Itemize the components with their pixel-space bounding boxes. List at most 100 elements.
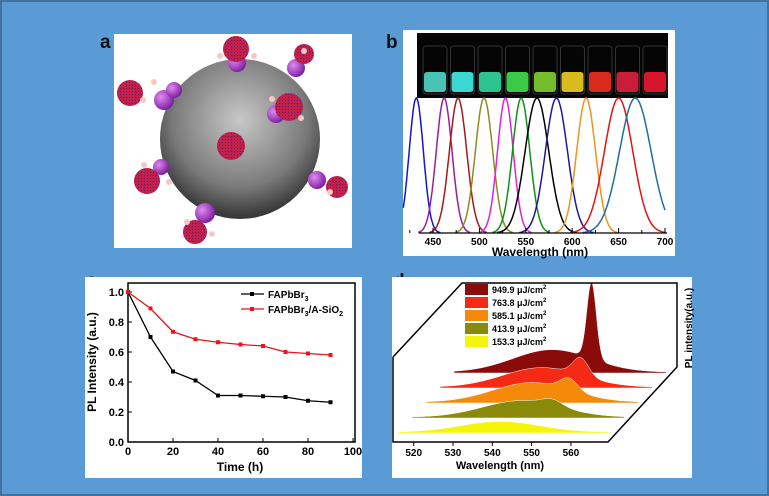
chart-d-xlabel: Wavelength (nm)	[456, 460, 545, 472]
spectrum-curve-10	[570, 97, 666, 234]
chart-c-ylabel: PL Intensity (a.u.)	[85, 312, 99, 412]
data-point-series-1	[148, 335, 153, 339]
data-point-series-1	[216, 393, 220, 398]
spectrum-curve-11	[582, 97, 666, 234]
legend-marker-series-1	[250, 292, 254, 296]
vial	[615, 45, 640, 95]
x-tick-label: 550	[523, 448, 540, 459]
x-tick-label: 60	[257, 446, 269, 458]
y-tick-label: 0.6	[109, 347, 124, 359]
vial	[532, 45, 558, 95]
vial-luminescence	[561, 72, 584, 92]
x-tick-label: 530	[445, 448, 462, 459]
chart-b-xlabel: Wavelength (nm)	[492, 245, 588, 259]
data-point-series-1	[193, 378, 198, 383]
y-tick-label: 1.0	[109, 287, 124, 299]
x-tick-label: 550	[517, 237, 534, 248]
vial	[505, 45, 530, 95]
ase-spectrum-4	[411, 398, 625, 419]
legend-label-1: 949.9 μJ/cm2	[492, 285, 547, 295]
series-line-2	[127, 291, 331, 356]
data-point-series-1	[171, 369, 175, 374]
data-point-series-2	[216, 340, 220, 345]
panel-label-a: a	[100, 32, 111, 53]
vial	[477, 45, 503, 95]
legend-label-2: 763.8 μJ/cm2	[492, 298, 547, 308]
vial-luminescence	[616, 72, 639, 92]
x-tick-label: 650	[610, 237, 627, 248]
vial	[642, 45, 668, 95]
data-point-series-2	[126, 290, 130, 294]
vial	[587, 45, 613, 95]
vial	[560, 45, 585, 95]
ase-spectrum-1	[453, 281, 667, 374]
chart-d-ylabel: PL intensity(a.u.)	[684, 288, 695, 368]
spectrum-curve-5	[479, 96, 532, 234]
legend-label-3: 585.1 μJ/cm2	[492, 311, 547, 321]
vial	[450, 45, 475, 95]
data-point-series-2	[306, 351, 310, 356]
data-point-series-1	[261, 394, 265, 399]
x-tick-label: 560	[563, 448, 580, 459]
data-point-series-2	[193, 337, 198, 342]
data-point-series-2	[283, 350, 288, 354]
legend-label-series-1: FAPbBr3	[268, 290, 309, 303]
spectrum-curve-7	[496, 97, 577, 234]
x-tick-label: 100	[344, 446, 362, 458]
legend-label-series-2: FAPbBr3/A-SiO2	[268, 305, 343, 318]
x-tick-label: 80	[302, 446, 314, 458]
spectrum-curve-3	[429, 97, 488, 234]
x-tick-label: 500	[471, 237, 488, 248]
y-tick-label: 0.2	[109, 407, 124, 419]
series-line-1	[127, 291, 331, 403]
data-point-series-1	[283, 395, 288, 399]
data-point-series-1	[238, 393, 243, 398]
vial-luminescence	[479, 72, 501, 92]
y-tick-label: 0.8	[109, 317, 124, 329]
spectrum-curve-4	[455, 97, 514, 234]
legend-label-5: 153.3 μJ/cm2	[492, 337, 547, 347]
y-tick-label: 0.4	[109, 377, 125, 389]
chart-c-xlabel: Time (h)	[217, 460, 263, 474]
spectrum-curve-8	[519, 97, 594, 234]
vial-luminescence	[644, 72, 666, 92]
legend-swatch-1	[465, 284, 488, 295]
vial	[422, 45, 448, 95]
vial-luminescence	[506, 72, 529, 92]
x-tick-label: 20	[167, 446, 179, 458]
x-tick-label: 540	[484, 448, 501, 459]
hydrogen-atoms	[140, 48, 333, 237]
data-point-series-2	[148, 306, 153, 311]
chart-d-3d-frame	[392, 282, 678, 443]
ase-spectrum-5	[397, 421, 611, 434]
data-point-series-1	[306, 398, 310, 403]
chart-c-plot-frame	[127, 282, 356, 443]
vial-luminescence	[424, 72, 446, 92]
vial-luminescence	[534, 72, 556, 92]
data-point-series-2	[328, 353, 333, 357]
panel-label-b: b	[386, 32, 398, 53]
data-point-series-2	[261, 344, 265, 348]
panel-c-background	[85, 277, 362, 478]
perovskite-clusters	[117, 36, 348, 244]
y-tick-label: 0.0	[109, 437, 124, 449]
legend-swatch-3	[465, 310, 488, 321]
spectrum-curve-9	[554, 97, 618, 234]
ase-spectrum-2	[439, 357, 653, 389]
legend-swatch-2	[465, 297, 488, 308]
x-tick-label: 600	[564, 237, 581, 248]
x-tick-label: 450	[425, 237, 442, 248]
panel-a-illustration	[114, 34, 352, 248]
data-point-series-2	[238, 342, 243, 347]
legend-swatch-5	[465, 336, 488, 347]
data-point-series-1	[328, 400, 333, 405]
data-point-series-2	[171, 329, 175, 334]
spectrum-curve-6	[492, 97, 551, 234]
x-tick-label: 700	[657, 237, 674, 248]
x-tick-label: 520	[405, 448, 422, 459]
spectrum-curve-1	[402, 96, 441, 234]
legend-label-4: 413.9 μJ/cm2	[492, 324, 547, 334]
